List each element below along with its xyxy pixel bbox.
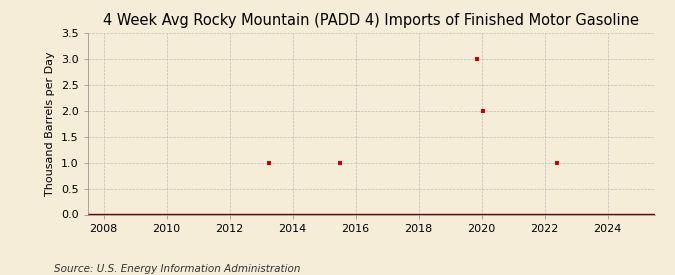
- Text: Source: U.S. Energy Information Administration: Source: U.S. Energy Information Administ…: [54, 264, 300, 274]
- Y-axis label: Thousand Barrels per Day: Thousand Barrels per Day: [45, 51, 55, 196]
- Title: 4 Week Avg Rocky Mountain (PADD 4) Imports of Finished Motor Gasoline: 4 Week Avg Rocky Mountain (PADD 4) Impor…: [103, 13, 639, 28]
